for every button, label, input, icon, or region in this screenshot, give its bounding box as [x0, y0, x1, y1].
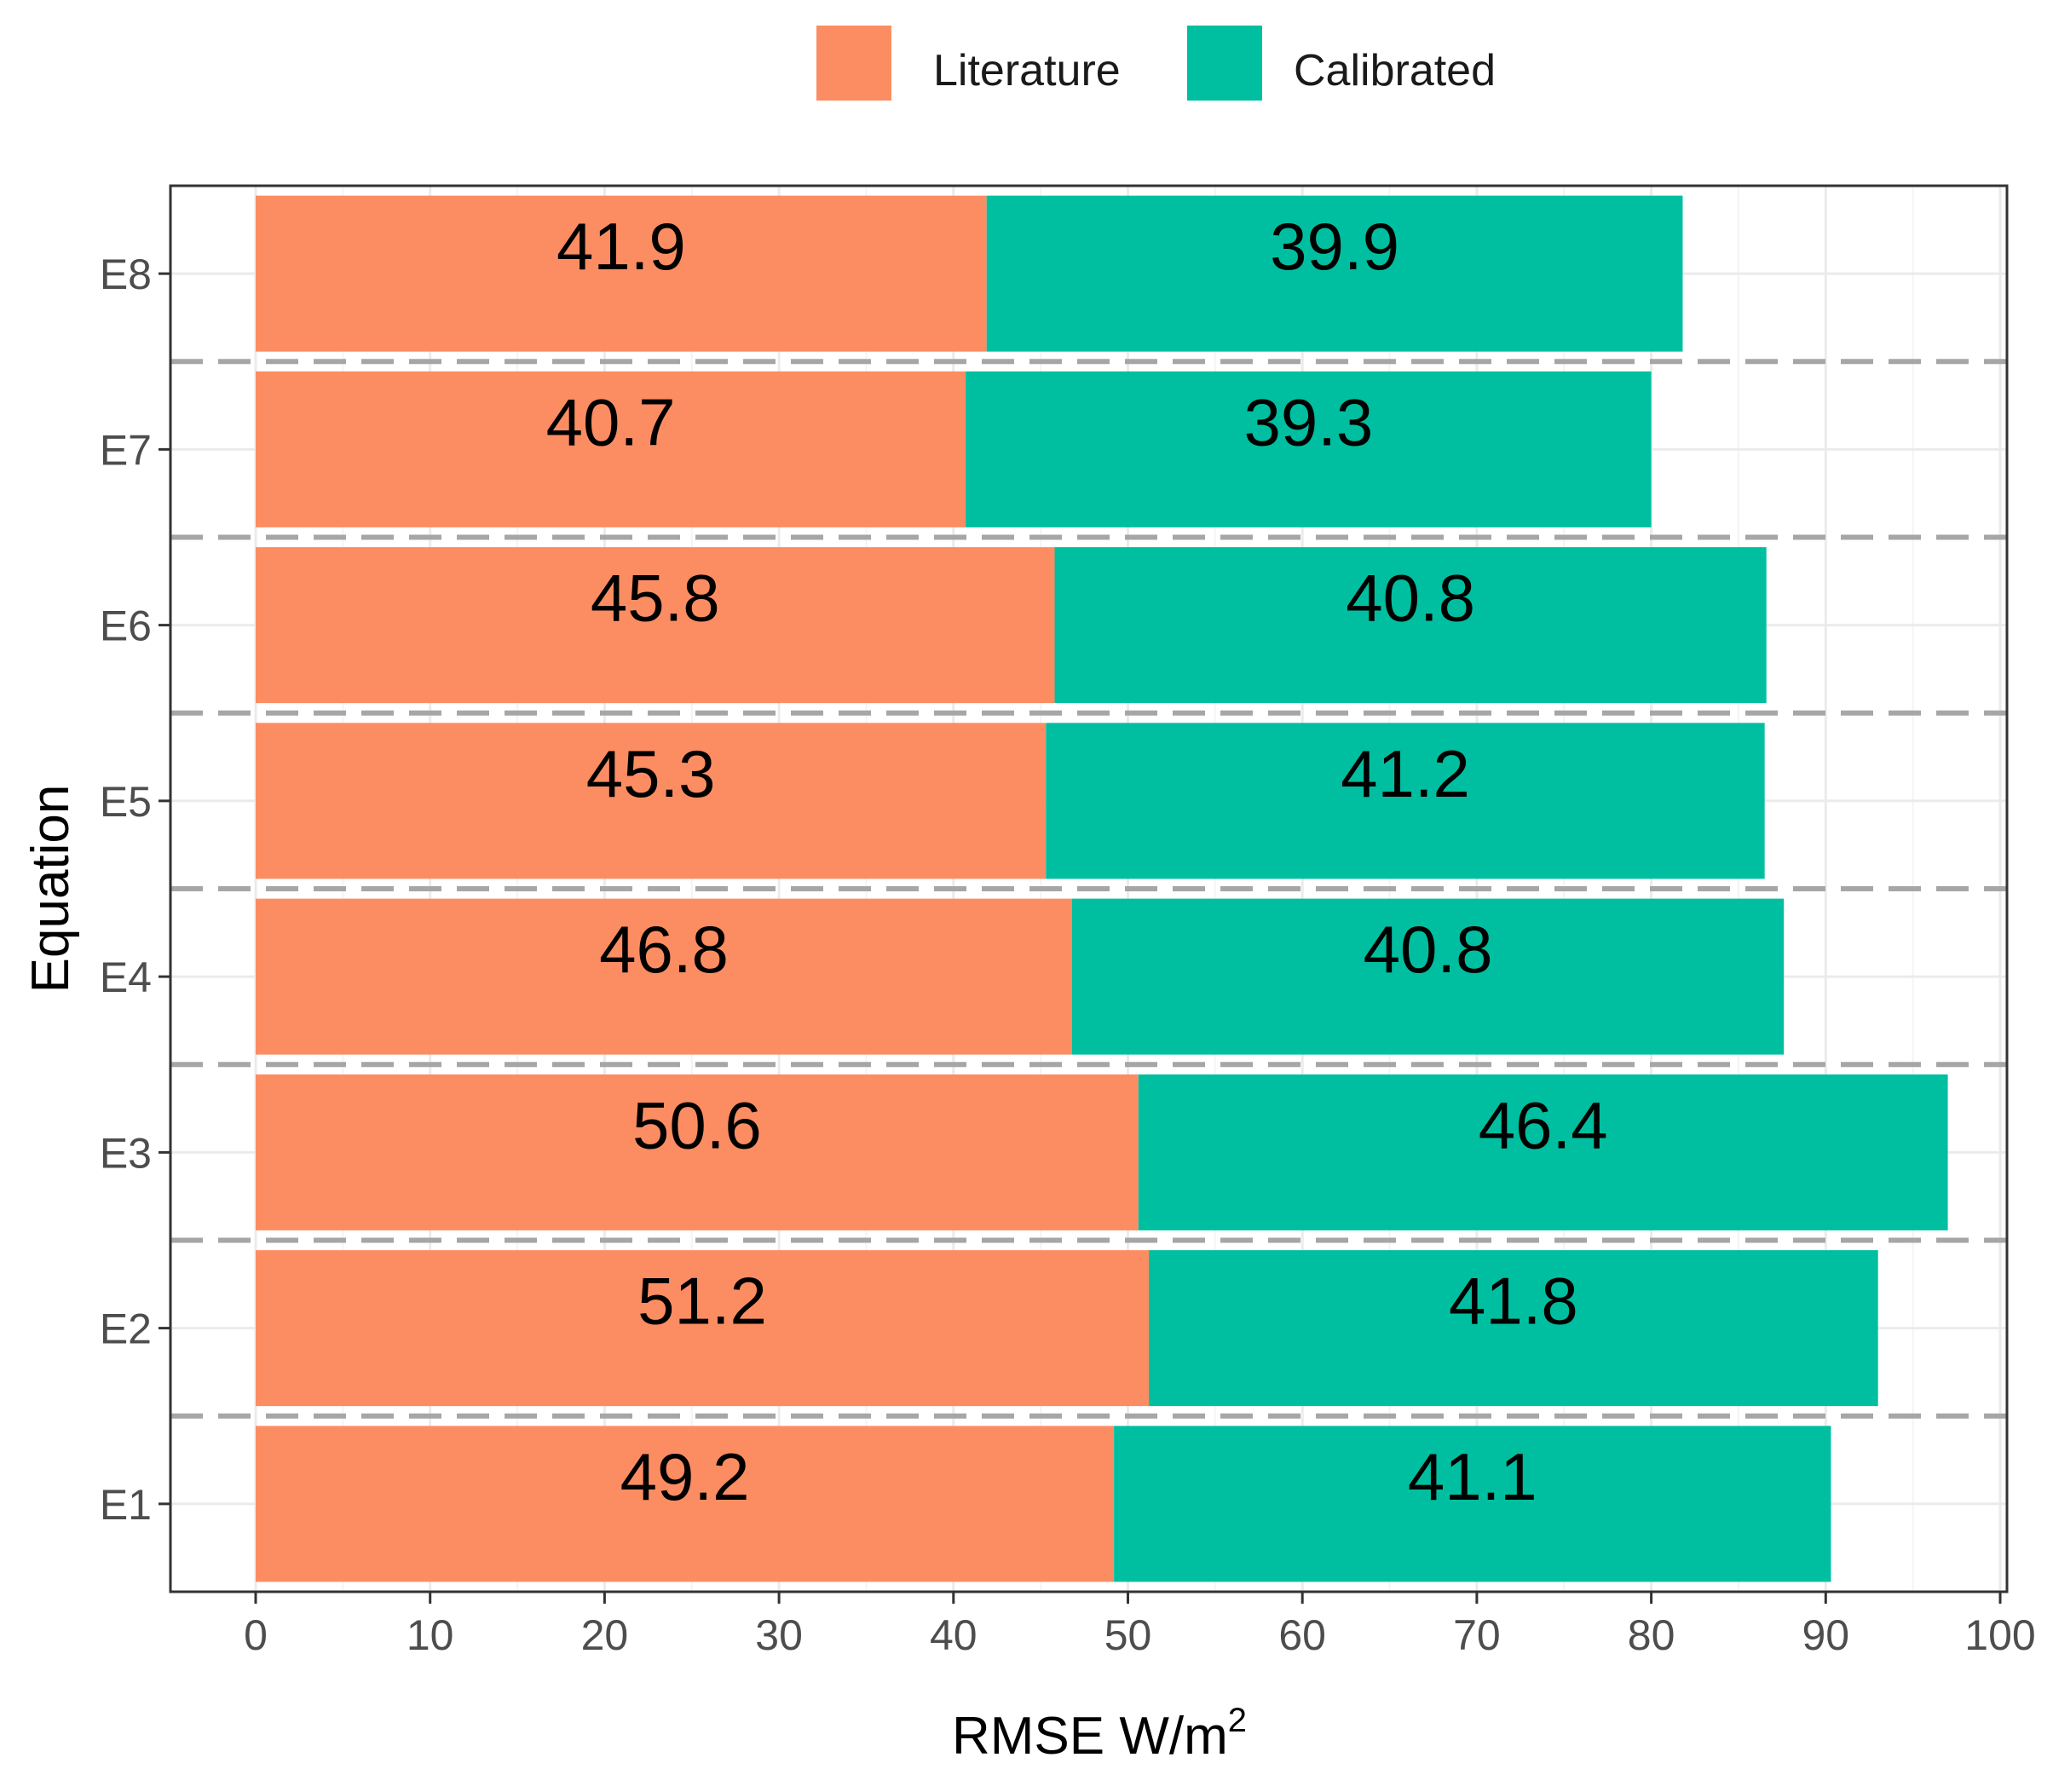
bar-literature-e1: [256, 1426, 1115, 1582]
bar-calibrated-e8: [986, 195, 1683, 352]
value-label-calibrated-e7: 39.3: [1243, 384, 1373, 459]
x-tick-label: 20: [581, 1611, 629, 1659]
value-label-literature-e2: 51.2: [637, 1264, 767, 1339]
x-tick-label: 80: [1628, 1611, 1675, 1659]
bar-calibrated-e5: [1046, 723, 1765, 879]
x-tick-label: 50: [1104, 1611, 1152, 1659]
y-tick-label-e5: E5: [100, 778, 152, 826]
y-tick-label-e3: E3: [100, 1129, 152, 1177]
x-tick-label: 10: [407, 1611, 454, 1659]
x-tick-label: 60: [1278, 1611, 1326, 1659]
bar-literature-e4: [256, 898, 1072, 1055]
plot-border: [169, 184, 2009, 1593]
x-axis-title-text: RMSE W/m: [952, 1707, 1228, 1766]
bar-literature-e2: [256, 1250, 1150, 1407]
x-axis-title: RMSE W/m2: [952, 1702, 1247, 1766]
bar-calibrated-e1: [1114, 1426, 1831, 1582]
legend-swatch-literature: [816, 26, 891, 101]
bar-calibrated-e4: [1071, 898, 1785, 1055]
value-label-calibrated-e5: 41.2: [1341, 736, 1470, 811]
x-axis-title-superscript: 2: [1228, 1702, 1247, 1739]
value-label-literature-e4: 46.8: [599, 912, 729, 987]
y-axis-title: Equation: [21, 785, 80, 994]
value-label-calibrated-e8: 39.9: [1270, 209, 1399, 284]
bar-literature-e7: [256, 371, 966, 527]
bar-calibrated-e3: [1138, 1074, 1948, 1230]
y-tick-label-e1: E1: [100, 1481, 152, 1529]
y-tick-label-e6: E6: [100, 602, 152, 650]
value-label-literature-e7: 40.7: [546, 384, 676, 459]
bar-literature-e6: [256, 547, 1055, 704]
bar-calibrated-e7: [966, 371, 1652, 527]
value-label-literature-e8: 41.9: [557, 209, 686, 284]
bar-calibrated-e6: [1054, 547, 1767, 704]
x-tick-label: 40: [930, 1611, 977, 1659]
x-tick-label: 90: [1802, 1611, 1849, 1659]
value-label-calibrated-e1: 41.1: [1408, 1439, 1537, 1514]
legend: Literature Calibrated: [816, 26, 1496, 101]
bars: [256, 195, 1948, 1582]
x-tick-label: 100: [1964, 1611, 2035, 1659]
value-label-calibrated-e3: 46.4: [1479, 1087, 1608, 1162]
value-label-calibrated-e2: 41.8: [1449, 1264, 1578, 1339]
y-tick-label-e4: E4: [100, 954, 152, 1001]
bar-literature-e8: [256, 195, 987, 352]
x-axis: 0 10 20 30 40 50 60 70 80 90 100: [244, 1592, 2036, 1659]
value-label-literature-e6: 45.8: [591, 561, 720, 636]
value-label-literature-e3: 50.6: [632, 1087, 762, 1162]
bar-value-labels: 49.2 41.1 51.2 41.8 50.6 46.4 46.8 40.8 45.3 41.2…: [546, 209, 1608, 1514]
value-label-literature-e1: 49.2: [620, 1439, 750, 1514]
category-separators: [170, 359, 2007, 1419]
x-tick-label: 70: [1453, 1611, 1501, 1659]
value-label-literature-e5: 45.3: [586, 736, 716, 811]
legend-label-literature: Literature: [933, 46, 1121, 95]
bar-literature-e5: [256, 723, 1047, 879]
legend-swatch-calibrated: [1187, 26, 1262, 101]
bar-calibrated-e2: [1149, 1250, 1878, 1407]
y-tick-label-e2: E2: [100, 1305, 152, 1353]
y-tick-label-e7: E7: [100, 426, 152, 474]
x-tick-label: 30: [755, 1611, 803, 1659]
legend-label-calibrated: Calibrated: [1294, 46, 1496, 95]
x-tick-label: 0: [244, 1611, 268, 1659]
y-axis: E1 E2 E3 E4 E5 E6 E7 E8: [100, 251, 170, 1529]
value-label-calibrated-e6: 40.8: [1346, 561, 1475, 636]
bar-literature-e3: [256, 1074, 1139, 1230]
value-label-calibrated-e4: 40.8: [1364, 912, 1493, 987]
y-tick-label-e8: E8: [100, 251, 152, 298]
